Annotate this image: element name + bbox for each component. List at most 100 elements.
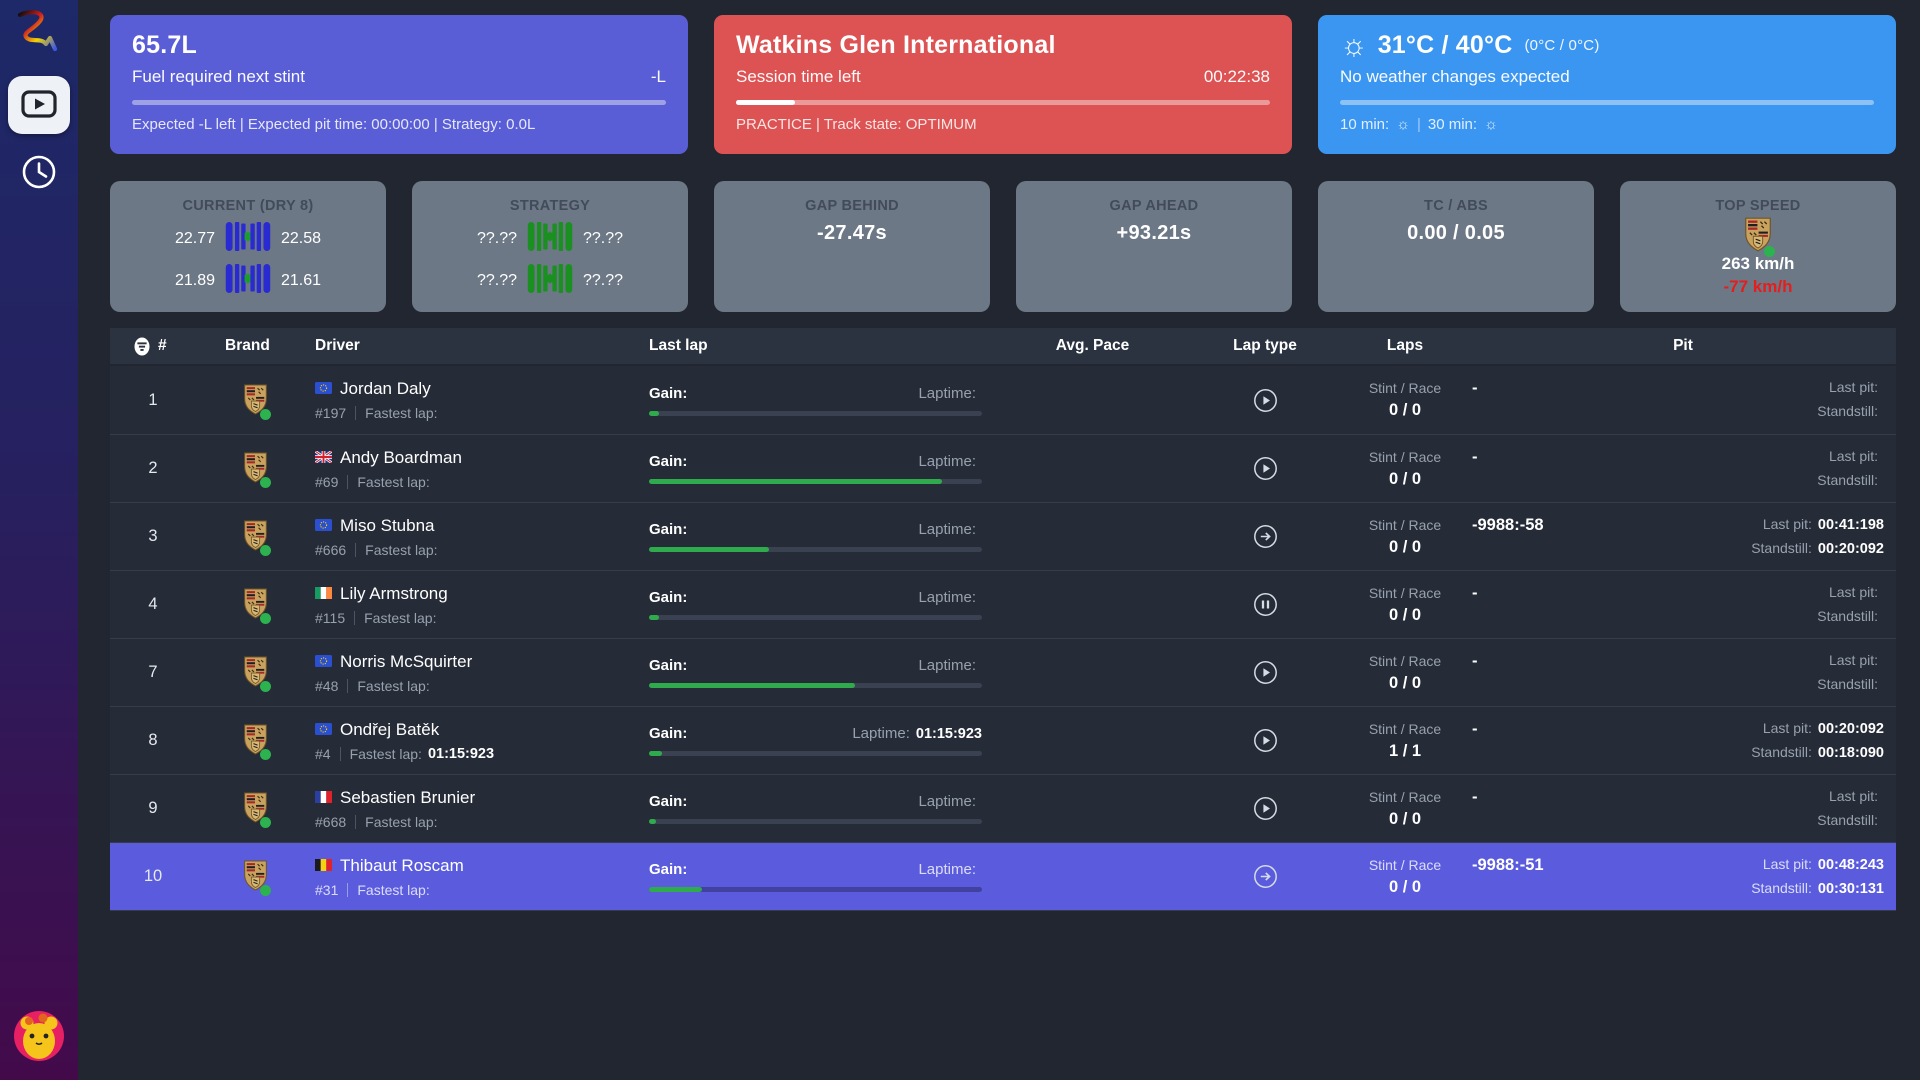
laptime-label: Laptime: bbox=[918, 793, 976, 810]
app-logo bbox=[13, 8, 65, 63]
gain-label: Gain: bbox=[649, 793, 688, 810]
divider bbox=[355, 814, 357, 829]
lap-type-play-icon[interactable] bbox=[1253, 728, 1278, 753]
table-row[interactable]: 2 Andy Boardman #69 Fastest lap: Gain: Laptim… bbox=[110, 434, 1896, 502]
pit-cell: -9988:-58 Last pit: 00:41:198 Standstill: 00… bbox=[1470, 503, 1896, 570]
gain-label: Gain: bbox=[649, 589, 688, 606]
status-dot bbox=[259, 613, 271, 624]
table-row[interactable]: 7 Norris McSquirter #48 Fastest lap: Gain: La… bbox=[110, 638, 1896, 706]
table-row[interactable]: 9 Sebastien Brunier #668 Fastest lap: Gain: L… bbox=[110, 774, 1896, 842]
car-number: #31 bbox=[315, 881, 339, 898]
car-number: #69 bbox=[315, 473, 339, 490]
forecast-10-label: 10 min: bbox=[1340, 116, 1390, 133]
filter-icon[interactable] bbox=[134, 337, 150, 356]
stat-value: +93.21s bbox=[1116, 222, 1192, 244]
table-row[interactable]: 3 Miso Stubna #666 Fastest lap: Gain: Laptime… bbox=[110, 502, 1896, 570]
session-card: Watkins Glen International Session time … bbox=[714, 15, 1292, 154]
laptime-label: Laptime: bbox=[918, 384, 976, 402]
porsche-logo-icon bbox=[243, 520, 271, 556]
laps-cell: Stint / Race 0 / 0 bbox=[1340, 857, 1470, 897]
stat-card-gap-behind: GAP BEHIND -27.47s bbox=[714, 181, 990, 312]
gain-label: Gain: bbox=[649, 521, 688, 538]
status-dot bbox=[1764, 246, 1775, 257]
sun-icon: ☼ bbox=[1484, 116, 1498, 133]
weather-card: ☼ 31°C / 40°C (0°C / 0°C) No weather cha… bbox=[1318, 15, 1896, 154]
driver-cell: Norris McSquirter #48 Fastest lap: bbox=[300, 652, 635, 694]
car-number: #668 bbox=[315, 813, 347, 830]
replay-nav-button[interactable] bbox=[8, 76, 70, 134]
stat-label: TC / ABS bbox=[1424, 198, 1488, 214]
flag-icon bbox=[315, 788, 332, 808]
lap-type-play-icon[interactable] bbox=[1253, 388, 1278, 413]
flag-icon bbox=[315, 584, 332, 604]
last-lap-cell: Gain: Laptime: bbox=[635, 657, 995, 688]
position: 4 bbox=[148, 595, 158, 613]
header-driver: Driver bbox=[315, 337, 360, 354]
position: 3 bbox=[148, 527, 158, 545]
gain-bar-fill bbox=[649, 683, 856, 688]
driver-name: Jordan Daly bbox=[340, 379, 431, 398]
table-row[interactable]: 4 Lily Armstrong #115 Fastest lap: Gain: Lapt… bbox=[110, 570, 1896, 638]
lap-type-play-icon[interactable] bbox=[1253, 660, 1278, 685]
track-title: Watkins Glen International bbox=[736, 31, 1056, 59]
porsche-logo-icon bbox=[243, 452, 271, 488]
laps-cell: Stint / Race 0 / 0 bbox=[1340, 449, 1470, 489]
divider bbox=[354, 610, 356, 625]
fastest-lap-label: Fastest lap: bbox=[349, 745, 422, 762]
car-number: #115 bbox=[315, 609, 346, 626]
divider bbox=[347, 882, 349, 897]
fuel-card: 65.7L Fuel required next stint -L Expect… bbox=[110, 15, 688, 154]
car-number: #4 bbox=[315, 745, 331, 762]
stint-race-label: Stint / Race bbox=[1368, 720, 1442, 737]
porsche-logo-icon bbox=[1744, 217, 1775, 257]
stint-race-label: Stint / Race bbox=[1368, 516, 1442, 533]
tyre-axle-icon bbox=[527, 264, 573, 298]
table-row[interactable]: 8 Ondřej Batěk #4 Fastest lap: 01:15:923 Gain… bbox=[110, 706, 1896, 774]
driver-name: Sebastien Brunier bbox=[340, 787, 476, 807]
forecast-30-label: 30 min: bbox=[1427, 116, 1478, 133]
table-row[interactable]: 10 Thibaut Roscam #31 Fastest lap: Gain: Lapt… bbox=[110, 842, 1896, 910]
standstill-value: 00:18:090 bbox=[1817, 745, 1884, 761]
driver-name: Norris McSquirter bbox=[340, 651, 473, 671]
last-pit-label: Last pit: bbox=[1828, 584, 1878, 600]
laps-cell: Stint / Race 1 / 1 bbox=[1340, 721, 1470, 761]
driver-name: Ondřej Batěk bbox=[340, 719, 440, 739]
gain-label: Gain: bbox=[649, 453, 688, 470]
pit-cell: - Last pit: Standstill: bbox=[1470, 366, 1896, 434]
lap-type-play-icon[interactable] bbox=[1253, 456, 1278, 481]
lap-type-arrow-icon[interactable] bbox=[1253, 524, 1278, 549]
status-dot bbox=[259, 408, 271, 420]
status-dot bbox=[259, 885, 271, 896]
laptime-label: Laptime: bbox=[918, 861, 976, 878]
last-pit-label: Last pit: bbox=[1828, 448, 1878, 464]
timing-nav-button[interactable] bbox=[8, 144, 70, 202]
laps-value: 1 / 1 bbox=[1388, 741, 1422, 760]
table-header: # Brand Driver Last lap Avg. Pace Lap ty… bbox=[110, 328, 1896, 364]
standstill-value: 00:30:131 bbox=[1817, 881, 1884, 897]
porsche-logo-icon bbox=[243, 724, 271, 760]
laps-cell: Stint / Race 0 / 0 bbox=[1340, 653, 1470, 693]
last-lap-cell: Gain: Laptime: bbox=[635, 793, 995, 824]
header-pit: Pit bbox=[1673, 337, 1693, 354]
lap-type-pause-icon[interactable] bbox=[1253, 592, 1278, 617]
laptime-label: Laptime: bbox=[918, 589, 976, 606]
tyre-temp-right: ??.?? bbox=[583, 230, 624, 247]
pit-cell: - Last pit: Standstill: bbox=[1470, 639, 1896, 706]
laps-cell: Stint / Race 0 / 0 bbox=[1340, 380, 1470, 420]
stat-value: -27.47s bbox=[817, 222, 887, 244]
lap-type-arrow-icon[interactable] bbox=[1253, 864, 1278, 889]
driver-cell: Miso Stubna #666 Fastest lap: bbox=[300, 516, 635, 558]
tyre-temp-left: 22.77 bbox=[174, 230, 215, 247]
driver-name: Thibaut Roscam bbox=[340, 855, 464, 875]
last-pit-label: Last pit: bbox=[1828, 652, 1878, 668]
stat-card-strategy: STRATEGY??.????.????.????.?? bbox=[412, 181, 688, 312]
lap-type-play-icon[interactable] bbox=[1253, 796, 1278, 821]
laps-value: 0 / 0 bbox=[1388, 605, 1422, 624]
top-speed-delta: -77 km/h bbox=[1723, 277, 1793, 296]
position: 2 bbox=[148, 459, 158, 477]
standstill-value: 00:20:092 bbox=[1817, 541, 1884, 557]
tyre-temp-left: 21.89 bbox=[174, 272, 215, 289]
play-video-icon bbox=[21, 89, 57, 121]
table-row[interactable]: 1 Jordan Daly #197 Fastest lap: Gain: Laptime… bbox=[110, 366, 1896, 434]
stat-label: STRATEGY bbox=[509, 198, 591, 214]
